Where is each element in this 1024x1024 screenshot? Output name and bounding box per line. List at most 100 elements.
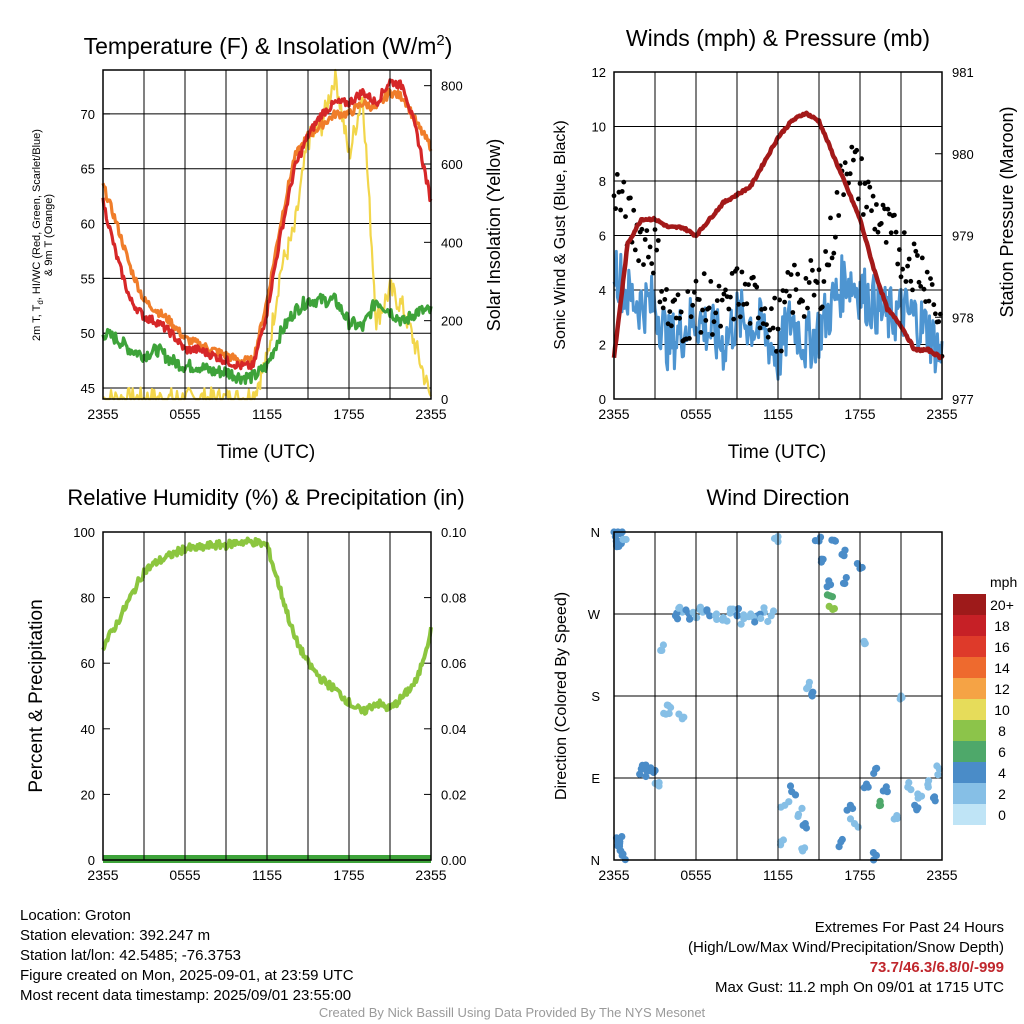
dir-ytick-label: S <box>591 689 600 704</box>
wind-ytick-label: 0 <box>599 392 606 407</box>
direction-point <box>913 806 921 814</box>
dir-xtick-label: 0555 <box>680 867 711 883</box>
direction-point <box>933 762 941 770</box>
rh-xtick-label: 0555 <box>169 867 200 883</box>
dir-xtick-label: 2355 <box>926 867 957 883</box>
wind-ytick-label: 6 <box>599 229 606 244</box>
colorbar-swatch <box>953 762 986 783</box>
direction-point <box>619 850 627 858</box>
gust-point <box>810 267 815 273</box>
gust-point <box>793 287 799 292</box>
elevation-text: Station elevation: 392.247 m <box>20 927 211 944</box>
gust-point <box>929 282 935 287</box>
direction-point <box>849 804 857 813</box>
gust-point <box>770 325 776 331</box>
gust-point <box>659 289 664 294</box>
wind-xtick-label: 2355 <box>598 406 629 422</box>
temp-ytick-label: 55 <box>81 271 95 286</box>
speed-colorbar: mph 20+ 18 16 14 12 10 8 6 4 2 0 <box>953 574 1017 825</box>
colorbar-label: 6 <box>998 744 1006 760</box>
direction-point <box>751 618 759 626</box>
gust-point <box>721 291 727 297</box>
temp-y2tick-label: 800 <box>441 79 463 94</box>
gust-point <box>908 278 914 284</box>
gust-point <box>672 297 678 303</box>
gust-point <box>851 157 856 163</box>
gust-point <box>667 309 673 314</box>
gust-point <box>792 262 797 268</box>
rh-y2tick-label: 0.10 <box>441 525 466 540</box>
gust-point <box>614 172 620 177</box>
direction-point <box>934 771 942 779</box>
svg-text:2m T, Td, HI/WC (Red, Green, S: 2m T, Td, HI/WC (Red, Green, Scarlet/Blu… <box>31 129 45 341</box>
gust-point <box>913 248 919 254</box>
gust-point <box>619 189 625 194</box>
rh-xtick-label: 2355 <box>87 867 118 883</box>
temp-xtick-label: 0555 <box>169 406 200 422</box>
colorbar-label: 20+ <box>990 597 1014 613</box>
rh-ytick-label: 100 <box>73 525 95 540</box>
gust-point <box>751 274 756 280</box>
rh-y2tick-label: 0.02 <box>441 787 466 802</box>
direction-point <box>828 593 837 601</box>
gust-point <box>649 261 655 266</box>
direction-point <box>929 794 938 802</box>
wind-y2tick-label: 981 <box>952 65 974 80</box>
direction-point <box>854 823 862 831</box>
gust-point <box>870 193 876 199</box>
direction-point <box>785 798 793 806</box>
direction-point <box>657 646 665 655</box>
wind-ytick-label: 4 <box>599 283 606 298</box>
direction-point <box>777 803 785 811</box>
direction-point <box>737 620 745 628</box>
wind-xtick-label: 1155 <box>763 406 793 422</box>
gust-point <box>905 263 910 269</box>
direction-point <box>779 836 788 844</box>
gust-point <box>646 254 651 260</box>
direction-point <box>769 607 778 615</box>
svg-text:& 9m T (Orange): & 9m T (Orange) <box>43 194 55 276</box>
gust-point <box>874 202 879 207</box>
gust-point <box>841 192 846 198</box>
direction-point <box>745 613 753 621</box>
dir-ytick-label: N <box>591 853 600 868</box>
direction-point <box>729 605 737 613</box>
direction-point <box>794 812 802 821</box>
direction-point <box>835 843 843 851</box>
temp-y2tick-label: 0 <box>441 392 448 407</box>
gust-point <box>678 309 684 315</box>
gust-point <box>865 179 871 185</box>
direction-point <box>791 791 800 799</box>
gust-point <box>869 208 874 214</box>
direction-point <box>882 783 890 791</box>
gust-point <box>636 258 641 264</box>
gust-point <box>706 305 712 311</box>
direction-point <box>689 608 697 617</box>
colorbar-label: 12 <box>994 681 1010 697</box>
gust-point <box>910 287 915 293</box>
gust-point <box>726 306 732 312</box>
colorbar-swatch <box>953 678 986 699</box>
direction-point <box>809 688 817 696</box>
direction-point <box>843 806 851 814</box>
direction-point <box>647 764 655 772</box>
extremes-title: Extremes For Past 24 Hours <box>814 919 1004 936</box>
humidity-title: Relative Humidity (%) & Precipitation (i… <box>67 485 464 510</box>
colorbar-label: 8 <box>998 723 1006 739</box>
colorbar-swatch <box>953 699 986 720</box>
gust-point <box>677 315 682 321</box>
temp-xtick-label: 2355 <box>415 406 446 422</box>
wind-ytick-label: 12 <box>592 65 606 80</box>
direction-point <box>760 604 768 612</box>
temperature-title: Temperature (F) & Insolation (W/m2) <box>84 32 453 59</box>
wind-xtick-label: 0555 <box>680 406 711 422</box>
temp-xtick-label: 1155 <box>252 406 282 422</box>
gust-point <box>701 271 707 277</box>
gust-point <box>703 318 709 323</box>
gust-point <box>655 238 661 243</box>
gust-point <box>710 332 715 337</box>
created-text: Figure created on Mon, 2025-09-01, at 23… <box>20 967 354 984</box>
rh-xtick-label: 1155 <box>252 867 282 883</box>
gust-point <box>621 179 627 185</box>
gust-point <box>772 295 778 301</box>
